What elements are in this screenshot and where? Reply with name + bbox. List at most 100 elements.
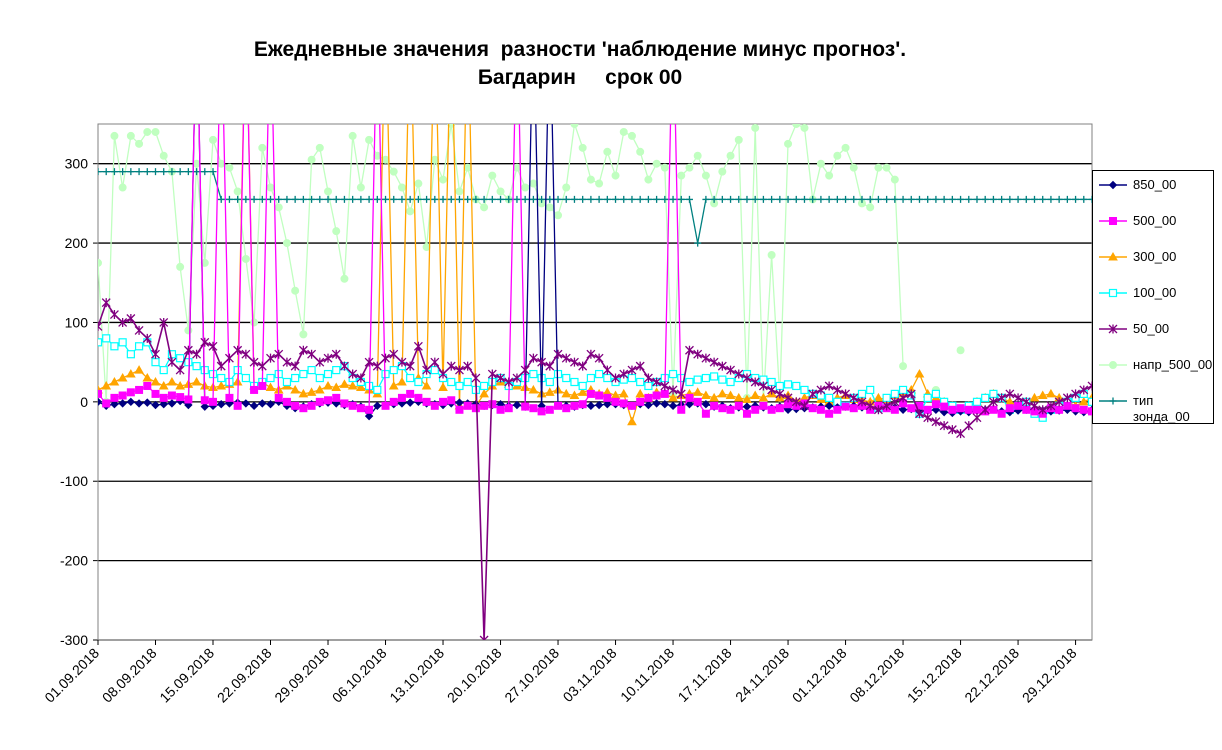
data-point: [701, 373, 711, 383]
data-point: [866, 385, 875, 395]
data-point: [825, 393, 834, 402]
data-point: [200, 402, 210, 411]
data-point: [611, 171, 620, 180]
data-point: [882, 163, 891, 172]
data-point: [965, 195, 973, 203]
data-point: [660, 389, 669, 398]
data-point: [348, 131, 357, 140]
data-point: [430, 155, 439, 164]
data-point: [586, 175, 595, 184]
data-point: [998, 195, 1006, 203]
data-point: [201, 168, 209, 176]
data-point: [447, 124, 456, 128]
data-point: [923, 393, 932, 402]
data-point: [956, 346, 965, 355]
data-point: [266, 400, 275, 409]
data-point: [644, 381, 653, 391]
data-point: [193, 168, 201, 176]
data-point: [487, 369, 497, 379]
data-point: [414, 179, 423, 188]
x-tick-label: 29.09.2018: [271, 645, 332, 706]
data-point: [570, 401, 579, 410]
data-point: [849, 393, 859, 403]
legend-swatch: [1099, 397, 1127, 405]
data-point: [216, 361, 226, 371]
data-point: [767, 405, 776, 414]
data-point: [981, 195, 989, 203]
data-point: [668, 401, 678, 411]
data-point: [110, 168, 118, 176]
data-point: [348, 369, 358, 379]
data-point: [668, 385, 678, 395]
data-point: [331, 382, 342, 392]
data-point: [890, 175, 899, 184]
data-point: [127, 168, 135, 176]
legend-swatch: [1099, 324, 1127, 334]
data-point: [627, 131, 636, 140]
data-point: [677, 195, 685, 203]
data-point: [1087, 397, 1092, 406]
data-point: [364, 357, 374, 367]
data-point: [421, 380, 432, 390]
data-point: [257, 361, 267, 371]
data-point: [1055, 195, 1063, 203]
y-tick-label: -200: [60, 553, 88, 569]
data-point: [956, 429, 966, 439]
data-point: [275, 195, 283, 203]
data-point: [357, 195, 365, 203]
data-point: [1037, 390, 1048, 399]
data-point: [439, 175, 448, 184]
data-point: [768, 195, 776, 203]
data-point: [832, 385, 842, 395]
data-point: [192, 349, 202, 359]
data-point: [717, 361, 727, 371]
data-point: [1054, 397, 1064, 407]
data-point: [184, 395, 193, 404]
series-500_00: [98, 124, 1092, 418]
data-point: [209, 168, 217, 176]
data-point: [578, 143, 587, 152]
data-point: [315, 397, 324, 406]
data-point: [381, 155, 390, 164]
data-point: [513, 195, 521, 203]
data-point: [964, 405, 973, 414]
data-point: [858, 195, 866, 203]
data-point: [751, 405, 760, 414]
data-point: [471, 373, 481, 383]
data-point: [143, 381, 152, 390]
data-point: [783, 380, 793, 389]
data-point: [685, 393, 694, 402]
data-point: [727, 195, 735, 203]
legend-item: 500_00: [1095, 213, 1213, 247]
data-point: [216, 380, 227, 390]
data-point: [323, 369, 333, 379]
data-point: [685, 377, 694, 387]
data-point: [603, 195, 611, 203]
data-point: [685, 195, 693, 203]
data-point: [308, 195, 316, 203]
data-point: [414, 393, 423, 402]
data-point: [660, 381, 670, 391]
data-point: [250, 195, 258, 203]
data-point: [512, 163, 521, 172]
data-point: [586, 401, 596, 411]
data-point: [298, 345, 308, 355]
data-point: [981, 393, 990, 402]
data-point: [464, 195, 472, 203]
data-point: [209, 397, 218, 406]
data-point: [447, 396, 456, 405]
data-point: [102, 334, 111, 343]
data-point: [266, 183, 275, 192]
data-point: [957, 195, 965, 203]
data-point: [447, 377, 456, 387]
data-point: [125, 369, 136, 378]
data-point: [135, 385, 144, 394]
data-point: [833, 195, 841, 203]
data-point: [784, 195, 792, 203]
data-point: [356, 382, 366, 392]
data-point: [628, 195, 636, 203]
legend-swatch: [1099, 217, 1127, 225]
data-point: [397, 376, 407, 386]
data-point: [241, 349, 251, 359]
data-point: [718, 195, 726, 203]
